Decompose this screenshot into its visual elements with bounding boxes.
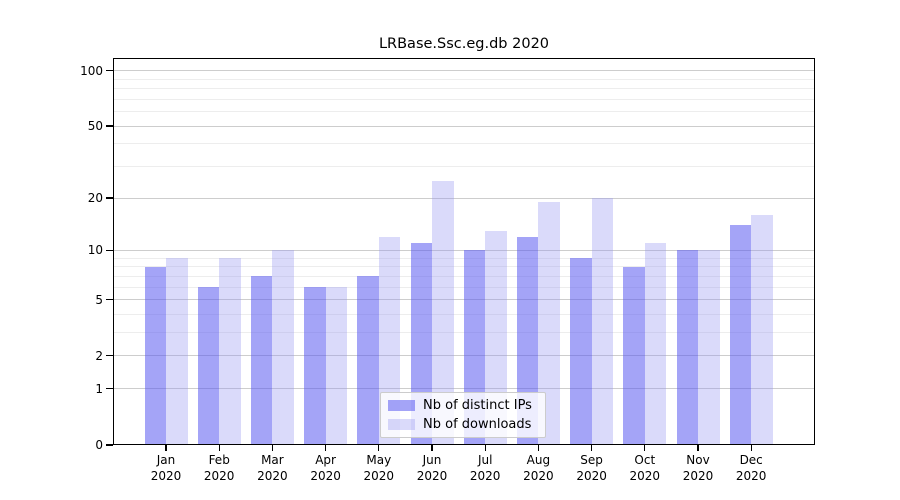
x-tick-mark-nov (697, 445, 699, 451)
x-tick-label-sep: Sep 2020 (576, 453, 607, 483)
legend-item-downloads: Nb of downloads (388, 417, 545, 432)
y-tick-mark-5 (106, 299, 113, 301)
x-tick-label-feb: Feb 2020 (203, 453, 235, 483)
gridline-minor-30 (114, 165, 814, 167)
legend-swatch-distinct-ips (388, 400, 415, 411)
bar-distinct-ips-jan (144, 266, 166, 445)
x-tick-label-oct: Oct 2020 (629, 453, 661, 483)
x-tick-label-dec: Dec 2020 (735, 453, 767, 483)
bar-distinct-ips-sep (570, 258, 592, 445)
bar-downloads-sep (591, 198, 614, 445)
x-tick-label-jan: Jan 2020 (150, 453, 182, 483)
y-tick-label-20: 20 (87, 191, 103, 206)
x-tick-mark-oct (644, 445, 646, 451)
plot-area (113, 58, 815, 445)
x-tick-mark-mar (271, 445, 273, 451)
gridline-major-100 (114, 70, 814, 72)
bar-downloads-mar (272, 250, 294, 445)
bar-downloads-nov (698, 250, 720, 445)
x-tick-mark-jun (431, 445, 433, 451)
y-tick-mark-100 (106, 70, 113, 72)
x-tick-mark-sep (591, 445, 593, 451)
x-tick-mark-dec (750, 445, 752, 451)
x-tick-mark-jan (165, 445, 167, 451)
y-tick-mark-0 (106, 444, 113, 446)
bar-distinct-ips-oct (623, 266, 645, 445)
bar-distinct-ips-dec (729, 225, 752, 445)
bar-distinct-ips-may (357, 276, 379, 445)
x-tick-label-jul: Jul 2020 (469, 453, 501, 483)
bar-downloads-dec (751, 215, 773, 445)
y-tick-label-50: 50 (87, 119, 103, 134)
x-tick-mark-jul (484, 445, 486, 451)
x-tick-label-nov: Nov 2020 (682, 453, 714, 483)
y-tick-label-5: 5 (95, 292, 103, 307)
bar-downloads-jan (166, 258, 188, 445)
bar-downloads-jun (432, 180, 454, 445)
x-tick-label-mar: Mar 2020 (257, 453, 288, 483)
y-tick-label-10: 10 (87, 243, 103, 258)
y-tick-mark-1 (106, 388, 113, 390)
x-tick-label-jun: Jun 2020 (416, 453, 448, 483)
gridline-minor-40 (114, 143, 814, 145)
y-tick-mark-50 (106, 125, 113, 127)
y-tick-mark-20 (106, 197, 113, 199)
x-tick-label-may: May 2020 (363, 453, 395, 483)
bar-distinct-ips-mar (250, 276, 273, 445)
x-tick-label-apr: Apr 2020 (310, 453, 341, 483)
bar-downloads-apr (325, 287, 348, 445)
y-tick-mark-2 (106, 355, 113, 357)
x-tick-mark-may (378, 445, 380, 451)
bar-distinct-ips-apr (304, 287, 326, 445)
gridline-minor-90 (114, 78, 814, 80)
x-tick-mark-apr (325, 445, 327, 451)
y-tick-label-100: 100 (80, 63, 103, 78)
gridline-minor-80 (114, 88, 814, 90)
bar-downloads-feb (219, 258, 241, 445)
y-tick-label-1: 1 (95, 381, 103, 396)
gridline-major-50 (114, 125, 814, 127)
bar-downloads-aug (538, 201, 560, 445)
bar-downloads-jul (485, 230, 507, 445)
bar-distinct-ips-nov (676, 250, 698, 445)
legend-label-downloads: Nb of downloads (423, 417, 532, 432)
legend: Nb of distinct IPs Nb of downloads (380, 392, 546, 438)
y-tick-label-0: 0 (95, 438, 103, 452)
legend-swatch-downloads (388, 419, 415, 430)
chart-title: LRBase.Ssc.eg.db 2020 (378, 36, 550, 52)
gridline-minor-70 (114, 98, 814, 100)
x-tick-mark-aug (537, 445, 539, 451)
bar-downloads-oct (644, 243, 667, 445)
y-tick-mark-10 (106, 249, 113, 252)
gridline-minor-60 (114, 111, 814, 113)
bar-distinct-ips-feb (197, 287, 220, 445)
x-tick-mark-feb (218, 445, 220, 451)
y-tick-label-2: 2 (95, 348, 103, 363)
legend-label-distinct-ips: Nb of distinct IPs (423, 398, 532, 413)
x-tick-label-aug: Aug 2020 (523, 453, 554, 483)
gridline-major-20 (114, 197, 814, 199)
legend-item-distinct-ips: Nb of distinct IPs (388, 398, 545, 413)
